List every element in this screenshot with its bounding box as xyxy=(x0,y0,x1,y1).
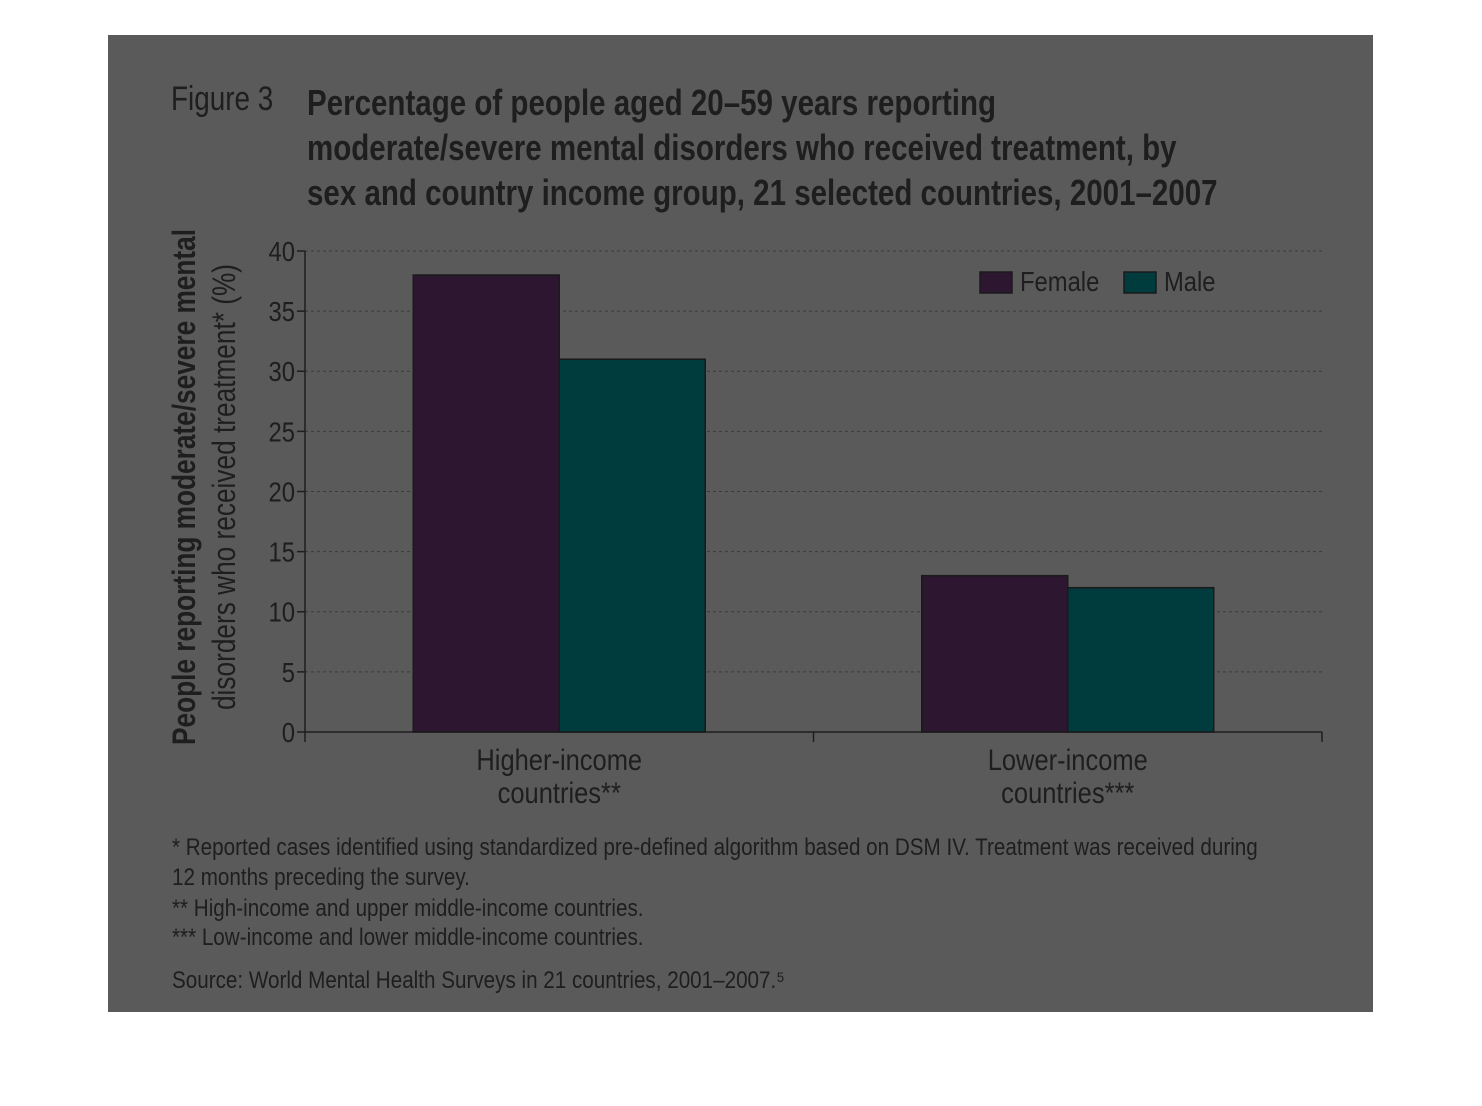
x-category-label: Lower-income xyxy=(988,743,1148,776)
y-tick-label: 10 xyxy=(269,596,295,628)
y-tick-label: 5 xyxy=(282,656,295,688)
x-category-label: countries** xyxy=(498,776,621,809)
bar-male-1 xyxy=(558,358,706,733)
y-tick-label: 25 xyxy=(269,416,295,448)
y-tick-label: 20 xyxy=(269,476,295,508)
y-tick-label: 15 xyxy=(269,536,295,568)
y-tick-label: 0 xyxy=(282,716,295,748)
bar-female-2 xyxy=(921,574,1069,733)
legend-label-female: Female xyxy=(1020,265,1099,297)
legend-swatch-female xyxy=(979,271,1013,294)
source-note: Source: World Mental Health Surveys in 2… xyxy=(172,967,785,994)
legend-label-male: Male xyxy=(1164,265,1216,297)
bar-female-1 xyxy=(412,274,560,733)
y-axis-label: People reporting moderate/severe mental xyxy=(168,229,203,745)
figure-panel xyxy=(108,35,1373,1012)
footnote-triple-asterisk: *** Low-income and lower middle-income c… xyxy=(172,924,644,951)
legend-swatch-male xyxy=(1123,271,1157,294)
x-category-label: Higher-income xyxy=(476,743,642,776)
y-axis-label: disorders who received treatment* (%) xyxy=(208,264,243,710)
y-tick-label: 35 xyxy=(269,295,295,327)
y-tick-label: 40 xyxy=(269,235,295,267)
bar-male-2 xyxy=(1067,586,1215,733)
footnote-double-asterisk: ** High-income and upper middle-income c… xyxy=(172,895,644,922)
x-category-label: countries*** xyxy=(1001,776,1134,809)
figure-title: Percentage of people aged 20–59 years re… xyxy=(307,82,1218,213)
y-tick-label: 30 xyxy=(269,355,295,387)
figure-label: Figure 3 xyxy=(171,80,274,118)
footnote-asterisk: * Reported cases identified using standa… xyxy=(172,834,1258,891)
